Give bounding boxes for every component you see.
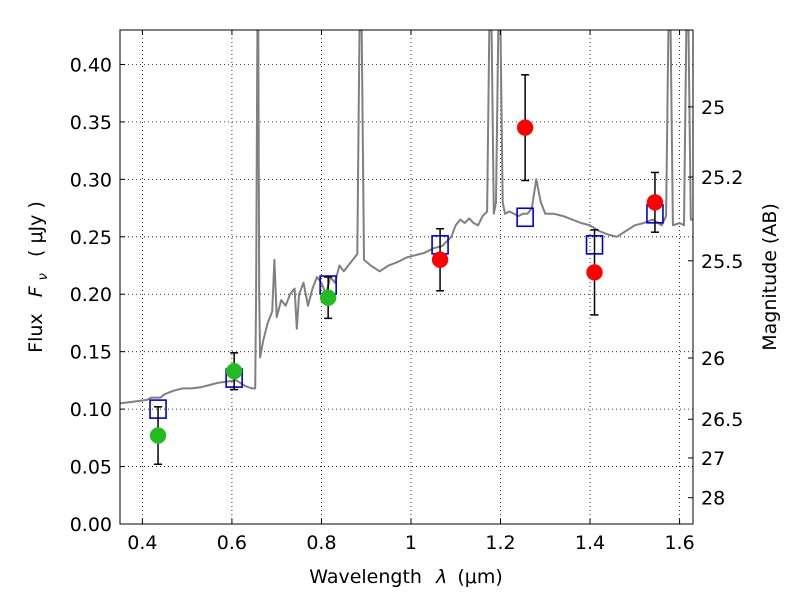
spectrum-line <box>120 30 693 405</box>
x-axis-label-text: Wavelength <box>309 566 422 588</box>
axes: 0.4 0.6 0.8 1 1.2 1.4 1.6 0.00 0.05 0.10 0.15 0.20 0… <box>70 30 743 554</box>
x-tick-label: 0.4 <box>127 532 157 554</box>
y-tick-label: 0.00 <box>70 514 112 536</box>
plot-frame <box>119 29 694 525</box>
y2-tick-label: 27 <box>701 448 725 470</box>
y-axis-label-text: Flux <box>25 313 47 353</box>
y2-tick-label: 25.2 <box>701 167 743 189</box>
observed-point <box>516 119 534 136</box>
spectrum-layer <box>120 30 693 405</box>
y-tick-label: 0.05 <box>70 457 112 479</box>
markers-layer <box>149 74 664 466</box>
y2-tick-label: 25 <box>701 97 725 119</box>
y-axis-label-sub: ν <box>36 273 51 280</box>
y2-axis-label: Magnitude (AB) <box>759 203 781 351</box>
observed-point <box>319 289 337 306</box>
y2-tick-label: 26 <box>701 348 725 370</box>
model-point <box>516 207 534 228</box>
observed-point <box>586 264 603 281</box>
y-axis-label-unit: ( μJy ) <box>25 201 47 257</box>
y-axis-label: Flux F ν ( μJy ) <box>25 201 52 353</box>
x-axis-label-unit: (μm) <box>457 566 502 588</box>
observed-point <box>646 194 664 211</box>
observed-point <box>225 362 243 380</box>
plot-area <box>120 30 693 524</box>
y-axis-label-symbol: F <box>25 285 47 297</box>
x-tick-label: 0.6 <box>217 532 247 554</box>
x-tick-label: 1 <box>405 532 417 554</box>
x-axis-label-symbol: λ <box>435 566 447 588</box>
observed-point <box>431 251 449 269</box>
observed-point <box>149 427 167 444</box>
x-tick-label: 1.6 <box>664 532 694 554</box>
y2-tick-label: 26.5 <box>701 409 743 431</box>
y-tick-label: 0.40 <box>70 54 112 76</box>
y-tick-label: 0.35 <box>70 112 112 134</box>
x-tick-label: 1.2 <box>485 532 515 554</box>
y-tick-label: 0.30 <box>70 169 112 191</box>
y-tick-label: 0.15 <box>70 342 112 364</box>
x-axis-label: Wavelength λ (μm) <box>309 566 502 588</box>
y-tick-label: 0.25 <box>70 227 112 249</box>
x-tick-label: 0.8 <box>306 532 336 554</box>
y2-tick-label: 25.5 <box>701 251 743 273</box>
y-tick-label: 0.20 <box>70 284 112 306</box>
y2-tick-label: 28 <box>701 488 725 510</box>
x-tick-label: 1.4 <box>575 532 605 554</box>
y-tick-label: 0.10 <box>70 399 112 421</box>
